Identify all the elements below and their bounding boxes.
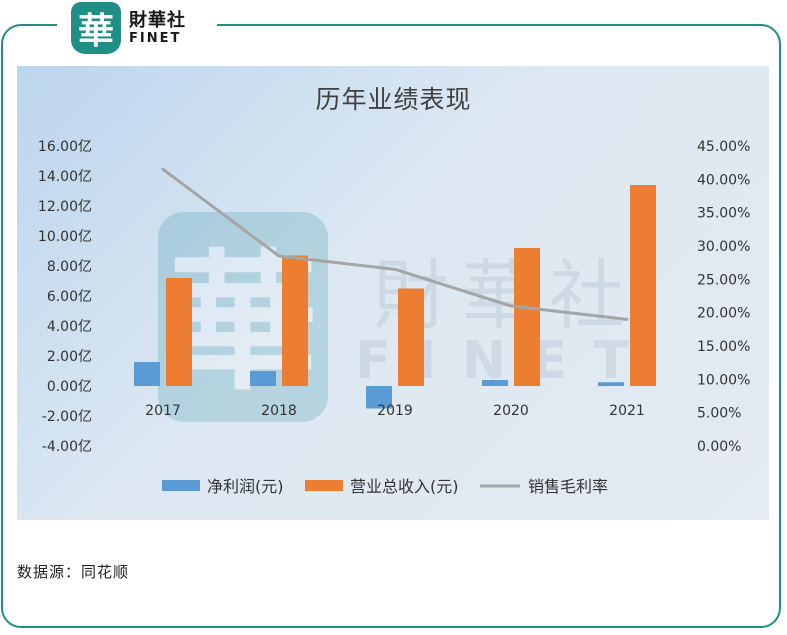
bar-series <box>134 185 656 409</box>
finet-logo: 華 財華社 FINET <box>57 0 217 56</box>
bar-revenue <box>630 185 656 386</box>
right-axis-tick: 35.00% <box>697 206 750 222</box>
left-axis-tick: 4.00亿 <box>47 319 92 335</box>
x-axis-label: 2018 <box>261 403 297 419</box>
left-axis-tick: 8.00亿 <box>47 259 92 275</box>
bar-revenue <box>166 278 192 386</box>
right-axis-tick: 45.00% <box>697 139 750 155</box>
left-axis-tick: 14.00亿 <box>38 169 92 185</box>
legend-swatch-revenue <box>305 480 343 491</box>
bar-net-profit <box>250 371 276 386</box>
right-axis-tick: 20.00% <box>697 306 750 322</box>
legend-swatch-net-profit <box>162 480 200 491</box>
x-axis: 2017 2018 2019 2020 2021 <box>145 403 645 419</box>
left-axis-tick: -4.00亿 <box>42 439 92 455</box>
left-axis-tick: 12.00亿 <box>38 199 92 215</box>
bar-net-profit <box>598 382 624 386</box>
logo-name-cn: 財華社 <box>129 9 186 31</box>
x-axis-label: 2019 <box>377 403 413 419</box>
bar-revenue <box>514 248 540 386</box>
bar-net-profit <box>482 380 508 386</box>
left-axis-tick: 0.00亿 <box>47 379 92 395</box>
card-frame <box>1 24 781 628</box>
right-axis-tick: 25.00% <box>697 272 750 288</box>
chart-title: 历年业绩表现 <box>315 85 472 114</box>
right-axis-tick: 40.00% <box>697 172 750 188</box>
right-axis-tick: 30.00% <box>697 239 750 255</box>
logo-wordmark: 財華社 FINET <box>129 9 186 46</box>
logo-badge-icon: 華 <box>71 2 121 54</box>
legend-label-revenue: 营业总收入(元) <box>350 477 459 496</box>
x-axis-label: 2021 <box>609 403 645 419</box>
legend-label-gross-margin: 销售毛利率 <box>528 477 608 496</box>
left-axis: 16.00亿 14.00亿 12.00亿 10.00亿 8.00亿 6.00亿 4.00亿 2… <box>38 139 92 455</box>
left-axis-tick: -2.00亿 <box>42 409 92 425</box>
line-point-gross-margin <box>161 167 165 171</box>
left-axis-tick: 10.00亿 <box>38 229 92 245</box>
line-series <box>161 167 629 321</box>
right-axis: 45.00% 40.00% 35.00% 30.00% 25.00% 20.00% 15.0… <box>697 139 750 455</box>
right-axis-tick: 10.00% <box>697 372 750 388</box>
left-axis-tick: 2.00亿 <box>47 349 92 365</box>
right-axis-tick: 5.00% <box>697 406 741 422</box>
line-point-gross-margin <box>277 254 281 258</box>
bar-net-profit <box>134 362 160 386</box>
x-axis-label: 2017 <box>145 403 181 419</box>
line-point-gross-margin <box>393 267 397 271</box>
bar-net-profit <box>366 386 392 409</box>
line-point-gross-margin <box>509 304 513 308</box>
left-axis-tick: 16.00亿 <box>38 139 92 155</box>
logo-name-en: FINET <box>129 30 182 46</box>
right-axis-tick: 15.00% <box>697 339 750 355</box>
right-axis-tick: 0.00% <box>697 439 741 455</box>
bar-revenue <box>398 288 424 386</box>
data-source-note: 数据源：同花顺 <box>17 563 130 581</box>
legend-label-net-profit: 净利润(元) <box>207 477 284 496</box>
bar-revenue <box>282 255 308 386</box>
x-axis-label: 2020 <box>493 403 529 419</box>
line-point-gross-margin <box>625 317 629 321</box>
legend: 净利润(元) 营业总收入(元) 销售毛利率 <box>162 477 608 496</box>
left-axis-tick: 6.00亿 <box>47 289 92 305</box>
